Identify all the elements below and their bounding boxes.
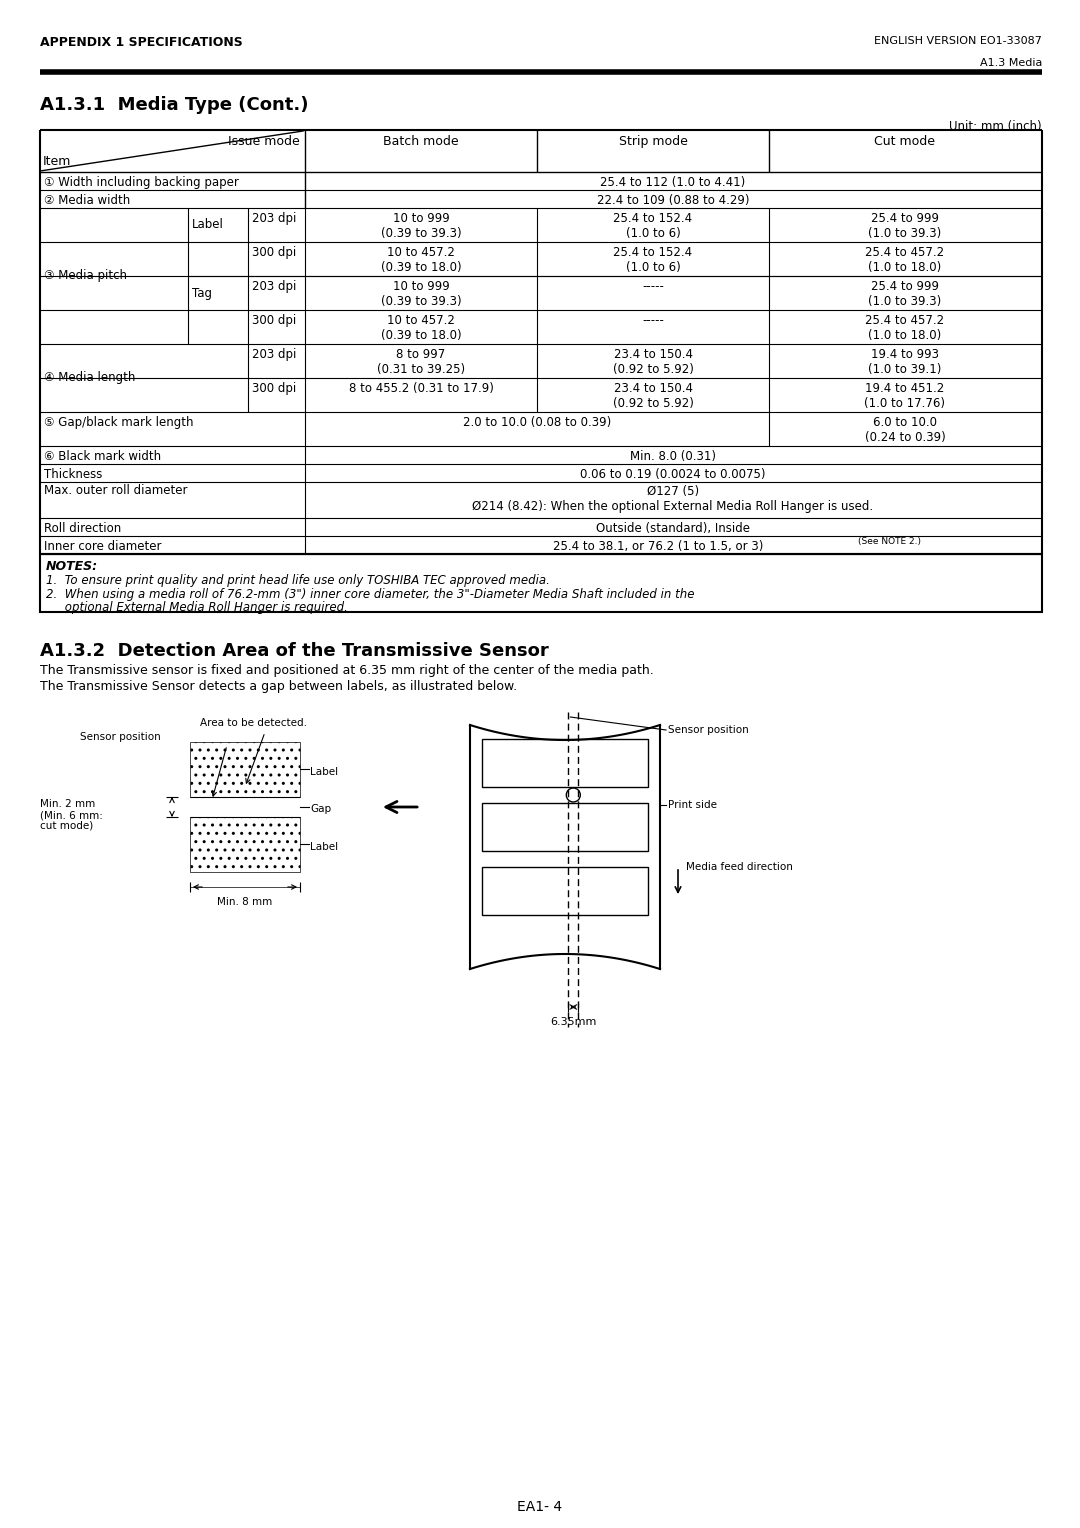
Bar (40, 555, 1042, 613)
Text: APPENDIX 1 SPECIFICATIONS: APPENDIX 1 SPECIFICATIONS (40, 37, 243, 49)
Text: Item: Item (43, 154, 71, 168)
Text: 203 dpi: 203 dpi (252, 280, 296, 293)
Text: Issue mode: Issue mode (228, 134, 300, 148)
Text: NOTES:: NOTES: (46, 559, 98, 573)
Text: Label: Label (310, 767, 338, 778)
Text: Sensor position: Sensor position (80, 732, 161, 743)
Bar (190, 817, 300, 872)
Text: Label: Label (192, 219, 224, 232)
Text: 203 dpi: 203 dpi (252, 348, 296, 361)
Text: Ø127 (5): Ø127 (5) (647, 484, 699, 498)
Text: Tag: Tag (192, 287, 212, 299)
Text: cut mode): cut mode) (40, 821, 93, 831)
Bar (190, 743, 300, 798)
Text: Area to be detected.: Area to be detected. (200, 718, 307, 727)
Text: ① Width including backing paper: ① Width including backing paper (44, 176, 239, 189)
Text: 2.0 to 10.0 (0.08 to 0.39): 2.0 to 10.0 (0.08 to 0.39) (463, 416, 611, 429)
Text: 23.4 to 150.4
(0.92 to 5.92): 23.4 to 150.4 (0.92 to 5.92) (612, 382, 693, 410)
Bar (482, 866, 648, 915)
Text: ⑤ Gap/black mark length: ⑤ Gap/black mark length (44, 416, 193, 429)
Text: 300 dpi: 300 dpi (252, 246, 296, 260)
Text: 25.4 to 457.2
(1.0 to 18.0): 25.4 to 457.2 (1.0 to 18.0) (865, 246, 945, 274)
Text: Batch mode: Batch mode (383, 134, 459, 148)
Text: 1.  To ensure print quality and print head life use only TOSHIBA TEC approved me: 1. To ensure print quality and print hea… (46, 575, 550, 587)
Text: Gap: Gap (310, 804, 332, 814)
Text: Label: Label (310, 842, 338, 853)
Text: (See NOTE 2.): (See NOTE 2.) (858, 536, 921, 545)
Bar (482, 740, 648, 787)
Text: Media feed direction: Media feed direction (686, 862, 793, 872)
Text: 203 dpi: 203 dpi (252, 212, 296, 225)
Text: The Transmissive sensor is fixed and positioned at 6.35 mm right of the center o: The Transmissive sensor is fixed and pos… (40, 665, 653, 677)
Text: Unit: mm (inch): Unit: mm (inch) (949, 121, 1042, 133)
Text: (Min. 6 mm:: (Min. 6 mm: (40, 810, 103, 821)
Text: Min. 8 mm: Min. 8 mm (217, 897, 272, 908)
Text: Outside (standard), Inside: Outside (standard), Inside (596, 523, 750, 535)
Text: -----: ----- (643, 313, 664, 327)
Text: Ø214 (8.42): When the optional External Media Roll Hanger is used.: Ø214 (8.42): When the optional External … (472, 500, 874, 513)
Text: ④ Media length: ④ Media length (44, 371, 135, 385)
Text: Inner core diameter: Inner core diameter (44, 539, 162, 553)
Text: -----: ----- (643, 280, 664, 293)
Text: Print side: Print side (669, 801, 717, 810)
Text: 25.4 to 457.2
(1.0 to 18.0): 25.4 to 457.2 (1.0 to 18.0) (865, 313, 945, 342)
Text: A1.3.2  Detection Area of the Transmissive Sensor: A1.3.2 Detection Area of the Transmissiv… (40, 642, 549, 660)
Text: ③ Media pitch: ③ Media pitch (44, 269, 127, 283)
Text: Strip mode: Strip mode (619, 134, 688, 148)
Text: 25.4 to 999
(1.0 to 39.3): 25.4 to 999 (1.0 to 39.3) (868, 212, 942, 240)
Text: Cut mode: Cut mode (875, 134, 935, 148)
Text: 2.  When using a media roll of 76.2-mm (3") inner core diameter, the 3"-Diameter: 2. When using a media roll of 76.2-mm (3… (46, 588, 694, 601)
Text: 10 to 999
(0.39 to 39.3): 10 to 999 (0.39 to 39.3) (380, 280, 461, 309)
Text: 10 to 457.2
(0.39 to 18.0): 10 to 457.2 (0.39 to 18.0) (380, 246, 461, 274)
Text: 25.4 to 999
(1.0 to 39.3): 25.4 to 999 (1.0 to 39.3) (868, 280, 942, 309)
Text: 22.4 to 109 (0.88 to 4.29): 22.4 to 109 (0.88 to 4.29) (597, 194, 750, 206)
Text: 8 to 455.2 (0.31 to 17.9): 8 to 455.2 (0.31 to 17.9) (349, 382, 494, 396)
Text: 10 to 999
(0.39 to 39.3): 10 to 999 (0.39 to 39.3) (380, 212, 461, 240)
Text: 8 to 997
(0.31 to 39.25): 8 to 997 (0.31 to 39.25) (377, 348, 465, 376)
Text: Min. 8.0 (0.31): Min. 8.0 (0.31) (630, 451, 716, 463)
Bar (482, 804, 648, 851)
Text: 0.06 to 0.19 (0.0024 to 0.0075): 0.06 to 0.19 (0.0024 to 0.0075) (580, 468, 766, 481)
Text: 19.4 to 451.2
(1.0 to 17.76): 19.4 to 451.2 (1.0 to 17.76) (864, 382, 945, 410)
Text: 19.4 to 993
(1.0 to 39.1): 19.4 to 993 (1.0 to 39.1) (868, 348, 942, 376)
Text: ⑥ Black mark width: ⑥ Black mark width (44, 451, 161, 463)
Text: 6.35mm: 6.35mm (550, 1018, 596, 1027)
Text: 25.4 to 152.4
(1.0 to 6): 25.4 to 152.4 (1.0 to 6) (613, 212, 692, 240)
Text: Roll direction: Roll direction (44, 523, 121, 535)
Text: 300 dpi: 300 dpi (252, 382, 296, 396)
Text: 300 dpi: 300 dpi (252, 313, 296, 327)
Text: optional External Media Roll Hanger is required.: optional External Media Roll Hanger is r… (46, 601, 348, 614)
Text: 25.4 to 38.1, or 76.2 (1 to 1.5, or 3): 25.4 to 38.1, or 76.2 (1 to 1.5, or 3) (553, 539, 764, 553)
Text: Thickness: Thickness (44, 468, 103, 481)
Text: EA1- 4: EA1- 4 (517, 1500, 563, 1514)
Text: 25.4 to 112 (1.0 to 4.41): 25.4 to 112 (1.0 to 4.41) (600, 176, 745, 189)
Text: 6.0 to 10.0
(0.24 to 0.39): 6.0 to 10.0 (0.24 to 0.39) (865, 416, 945, 445)
Text: Sensor position: Sensor position (669, 724, 748, 735)
Text: ENGLISH VERSION EO1-33087: ENGLISH VERSION EO1-33087 (874, 37, 1042, 46)
Text: 25.4 to 152.4
(1.0 to 6): 25.4 to 152.4 (1.0 to 6) (613, 246, 692, 274)
Text: 23.4 to 150.4
(0.92 to 5.92): 23.4 to 150.4 (0.92 to 5.92) (612, 348, 693, 376)
Text: 10 to 457.2
(0.39 to 18.0): 10 to 457.2 (0.39 to 18.0) (380, 313, 461, 342)
Text: Max. outer roll diameter: Max. outer roll diameter (44, 483, 188, 497)
Text: The Transmissive Sensor detects a gap between labels, as illustrated below.: The Transmissive Sensor detects a gap be… (40, 680, 517, 694)
Text: A1.3.1  Media Type (Cont.): A1.3.1 Media Type (Cont.) (40, 96, 309, 115)
Text: Min. 2 mm: Min. 2 mm (40, 799, 95, 808)
Text: ② Media width: ② Media width (44, 194, 131, 206)
Text: A1.3 Media: A1.3 Media (980, 58, 1042, 69)
